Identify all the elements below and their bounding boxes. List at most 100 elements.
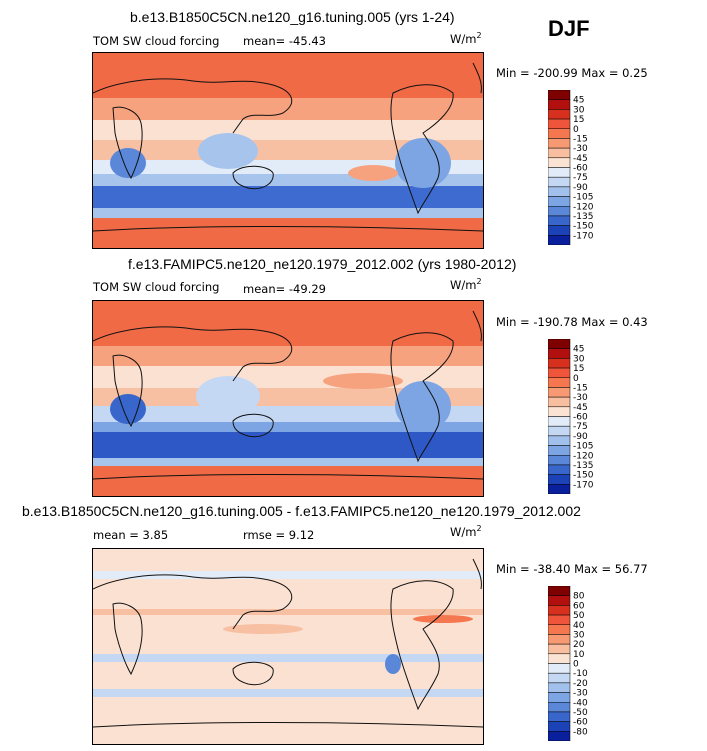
panel-1-colorbar: 4530150-15-30-45-60-75-90-105-120-135-15… xyxy=(548,90,608,245)
colorbar-tick-label: -90 xyxy=(573,432,588,442)
colorbar-box xyxy=(548,644,570,654)
panel-2-mean: mean= -49.29 xyxy=(243,282,326,296)
panel-2-subtitle: TOM SW cloud forcing xyxy=(93,280,219,294)
colorbar-box xyxy=(548,100,570,110)
colorbar-box xyxy=(548,158,570,168)
colorbar-box xyxy=(548,475,570,485)
colorbar-box xyxy=(548,625,570,635)
panel-3-colorbar: 806050403020100-10-20-30-40-50-60-80 xyxy=(548,586,608,741)
map-patch-stratocumulus xyxy=(348,165,398,181)
colorbar-box xyxy=(548,129,570,139)
panel-2-map xyxy=(92,300,484,497)
panel-3-units: W/m2 xyxy=(450,524,482,539)
panel-3-title: b.e13.B1850C5CN.ne120_g16.tuning.005 - f… xyxy=(22,503,581,519)
colorbar-box xyxy=(548,455,570,465)
colorbar-box xyxy=(548,226,570,236)
colorbar-box xyxy=(548,426,570,436)
colorbar-tick-label: -170 xyxy=(573,231,594,241)
colorbar-box xyxy=(548,465,570,475)
colorbar-tick-label: -10 xyxy=(573,669,588,679)
panel-3-rmse: rmse = 9.12 xyxy=(243,528,314,542)
colorbar-box xyxy=(548,615,570,625)
map-patch-itcz xyxy=(323,373,403,389)
panel-2-units: W/m2 xyxy=(450,277,482,292)
colorbar-tick-label: -75 xyxy=(573,422,588,432)
colorbar-tick-label: -20 xyxy=(573,679,588,689)
colorbar-box xyxy=(548,339,570,349)
colorbar-tick-label: -150 xyxy=(573,471,594,481)
colorbar-box xyxy=(548,119,570,129)
colorbar-tick-label: -170 xyxy=(573,480,594,490)
panel-3-map xyxy=(92,548,484,745)
colorbar-box xyxy=(548,417,570,427)
colorbar-tick-label: -50 xyxy=(573,708,588,718)
colorbar-tick-label: -60 xyxy=(573,718,588,728)
colorbar-box xyxy=(548,138,570,148)
colorbar-box xyxy=(548,358,570,368)
colorbar-tick-label: -120 xyxy=(573,202,594,212)
colorbar-box xyxy=(548,446,570,456)
colorbar-box xyxy=(548,605,570,615)
panel-3-minmax: Min = -38.40 Max = 56.77 xyxy=(496,562,648,576)
colorbar-box xyxy=(548,148,570,158)
colorbar-box xyxy=(548,712,570,722)
map-band-antarctic xyxy=(93,218,483,248)
colorbar-box xyxy=(548,216,570,226)
colorbar-box xyxy=(548,484,570,494)
colorbar-box xyxy=(548,187,570,197)
panel-1-title: b.e13.B1850C5CN.ne120_g16.tuning.005 (yr… xyxy=(130,9,455,25)
map-band-itcz xyxy=(93,609,483,615)
colorbar-tick-label: -135 xyxy=(573,212,593,222)
colorbar-tick-label: -80 xyxy=(573,727,588,737)
colorbar-tick-label: 20 xyxy=(573,640,585,650)
colorbar-tick-label: 0 xyxy=(573,660,579,670)
colorbar-box xyxy=(548,397,570,407)
colorbar-tick-label: 30 xyxy=(573,630,585,640)
colorbar-tick-label: 0 xyxy=(573,374,579,384)
map-band-equator xyxy=(93,120,483,140)
colorbar-tick-label: 0 xyxy=(573,125,579,135)
colorbar-box xyxy=(548,586,570,596)
colorbar-tick-label: -135 xyxy=(573,461,593,471)
colorbar-box xyxy=(548,731,570,741)
colorbar-tick-label: -45 xyxy=(573,403,588,413)
panel-1-mean: mean= -45.43 xyxy=(243,34,326,48)
map-patch-peru xyxy=(385,654,401,674)
colorbar-box xyxy=(548,206,570,216)
colorbar-tick-label: 60 xyxy=(573,601,585,611)
colorbar-tick-label: -30 xyxy=(573,393,588,403)
colorbar-tick-label: -30 xyxy=(573,144,588,154)
colorbar-box xyxy=(548,168,570,178)
map-band-south xyxy=(93,654,483,662)
colorbar-box xyxy=(548,693,570,703)
colorbar-box xyxy=(548,596,570,606)
colorbar-tick-label: -150 xyxy=(573,222,594,232)
map-band-southern-edge xyxy=(93,208,483,218)
colorbar-tick-label: 45 xyxy=(573,96,584,106)
colorbar-tick-label: -105 xyxy=(573,193,593,203)
colorbar-tick-label: 10 xyxy=(573,650,585,660)
colorbar-box xyxy=(548,109,570,119)
colorbar-tick-label: 50 xyxy=(573,611,585,621)
colorbar-tick-label: 80 xyxy=(573,592,585,602)
map-band-southern-edge xyxy=(93,458,483,466)
colorbar-tick-label: 40 xyxy=(573,621,585,631)
colorbar-tick-label: -120 xyxy=(573,451,594,461)
colorbar-box xyxy=(548,387,570,397)
colorbar-box xyxy=(548,197,570,207)
colorbar-box xyxy=(548,664,570,674)
colorbar-tick-label: -105 xyxy=(573,442,593,452)
colorbar-box xyxy=(548,673,570,683)
colorbar-tick-label: -60 xyxy=(573,413,588,423)
colorbar-box xyxy=(548,177,570,187)
map-patch-maritime xyxy=(196,376,260,416)
map-patch-south-america xyxy=(395,381,451,431)
colorbar-tick-label: 45 xyxy=(573,345,584,355)
panel-1-subtitle: TOM SW cloud forcing xyxy=(93,34,219,48)
colorbar-tick-label: -15 xyxy=(573,134,588,144)
map-band-tropics-north xyxy=(93,346,483,366)
colorbar-box xyxy=(548,235,570,245)
colorbar-box xyxy=(548,349,570,359)
panel-1-minmax: Min = -200.99 Max = 0.25 xyxy=(496,66,648,80)
panel-2-title: f.e13.FAMIPC5.ne120_ne120.1979_2012.002 … xyxy=(128,256,516,272)
